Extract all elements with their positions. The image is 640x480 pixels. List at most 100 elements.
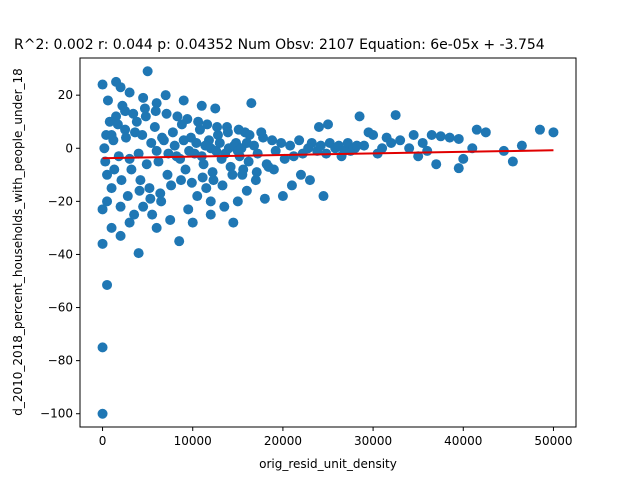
data-point bbox=[368, 129, 379, 140]
data-point bbox=[115, 82, 126, 93]
data-point bbox=[205, 209, 216, 220]
data-point bbox=[251, 167, 262, 178]
y-tick-label: −100 bbox=[40, 407, 73, 421]
data-point bbox=[431, 159, 442, 170]
data-point bbox=[120, 124, 131, 135]
data-point bbox=[139, 103, 150, 114]
chart-title: R^2: 0.002 r: 0.044 p: 0.04352 Num Obsv:… bbox=[14, 37, 545, 53]
data-point bbox=[458, 153, 469, 164]
data-point bbox=[202, 119, 213, 130]
data-point bbox=[212, 129, 223, 140]
data-point bbox=[516, 140, 527, 151]
data-point bbox=[106, 129, 117, 140]
data-point bbox=[198, 159, 209, 170]
data-point bbox=[150, 106, 161, 117]
plot-frame bbox=[79, 57, 577, 428]
x-tick-label: 0 bbox=[99, 434, 107, 448]
data-point bbox=[453, 163, 464, 174]
data-point bbox=[146, 137, 157, 148]
data-point bbox=[313, 122, 324, 133]
data-point bbox=[134, 185, 145, 196]
data-point bbox=[116, 175, 127, 186]
data-point bbox=[128, 108, 139, 119]
data-point bbox=[228, 217, 239, 228]
data-point bbox=[97, 408, 108, 419]
data-point bbox=[285, 140, 296, 151]
data-point bbox=[222, 127, 233, 138]
data-point bbox=[207, 167, 218, 178]
data-point bbox=[250, 175, 261, 186]
y-axis-ticks: −100 −80 −60 −40 −20 0 20 bbox=[40, 88, 80, 421]
data-point bbox=[288, 151, 299, 162]
data-point bbox=[117, 100, 128, 111]
data-point bbox=[106, 222, 117, 233]
data-point bbox=[172, 111, 183, 122]
data-point bbox=[214, 137, 225, 148]
data-point bbox=[169, 140, 180, 151]
data-point bbox=[142, 66, 153, 77]
data-point bbox=[276, 137, 287, 148]
data-point bbox=[144, 183, 155, 194]
data-point bbox=[115, 230, 126, 241]
regression-line-group bbox=[102, 149, 554, 160]
data-point bbox=[109, 164, 120, 175]
data-point bbox=[286, 180, 297, 191]
data-point bbox=[97, 204, 108, 215]
data-point bbox=[323, 119, 333, 130]
data-point bbox=[138, 201, 149, 212]
data-point bbox=[227, 169, 238, 180]
data-point bbox=[306, 137, 317, 148]
data-point bbox=[417, 137, 428, 148]
data-point bbox=[197, 172, 208, 183]
y-axis-label: d_2010_2018_percent_households_with_peop… bbox=[11, 68, 25, 416]
data-point bbox=[548, 127, 559, 138]
data-point bbox=[386, 137, 397, 148]
data-point bbox=[182, 114, 193, 125]
data-point bbox=[165, 214, 176, 225]
data-point bbox=[435, 131, 446, 142]
data-point bbox=[295, 169, 306, 180]
data-point bbox=[208, 175, 219, 186]
data-point bbox=[140, 111, 151, 122]
data-point bbox=[444, 132, 455, 143]
data-point bbox=[102, 279, 113, 290]
data-points bbox=[97, 66, 559, 419]
data-point bbox=[294, 135, 305, 146]
x-axis-label: orig_resid_unit_density bbox=[259, 457, 397, 471]
data-point bbox=[151, 222, 162, 233]
data-point bbox=[270, 145, 281, 156]
data-point bbox=[141, 159, 152, 170]
data-point bbox=[149, 122, 160, 133]
y-tick-label: −40 bbox=[48, 247, 73, 261]
data-point bbox=[534, 124, 545, 135]
data-point bbox=[97, 79, 108, 90]
regression-line bbox=[102, 149, 554, 160]
data-point bbox=[124, 87, 135, 98]
data-point bbox=[277, 191, 288, 202]
data-point bbox=[183, 204, 194, 215]
data-point bbox=[359, 140, 370, 151]
data-point bbox=[176, 175, 186, 186]
data-point bbox=[97, 342, 108, 353]
data-point bbox=[167, 127, 178, 138]
data-point bbox=[120, 132, 131, 143]
data-point bbox=[211, 145, 222, 156]
data-point bbox=[192, 191, 203, 202]
data-point bbox=[480, 127, 491, 138]
data-point bbox=[351, 140, 362, 151]
data-point bbox=[219, 201, 230, 212]
data-point bbox=[157, 132, 168, 143]
data-point bbox=[426, 129, 437, 140]
data-point bbox=[244, 129, 255, 140]
data-point bbox=[174, 236, 185, 247]
data-point bbox=[135, 175, 146, 186]
data-point bbox=[354, 111, 365, 122]
x-axis-ticks: 0 10000 20000 30000 40000 50000 bbox=[99, 427, 573, 448]
data-point bbox=[256, 127, 267, 138]
data-point bbox=[178, 95, 189, 106]
data-point bbox=[156, 196, 167, 207]
data-point bbox=[113, 151, 124, 162]
data-point bbox=[453, 133, 464, 144]
data-point bbox=[160, 90, 171, 101]
data-point bbox=[102, 95, 113, 106]
